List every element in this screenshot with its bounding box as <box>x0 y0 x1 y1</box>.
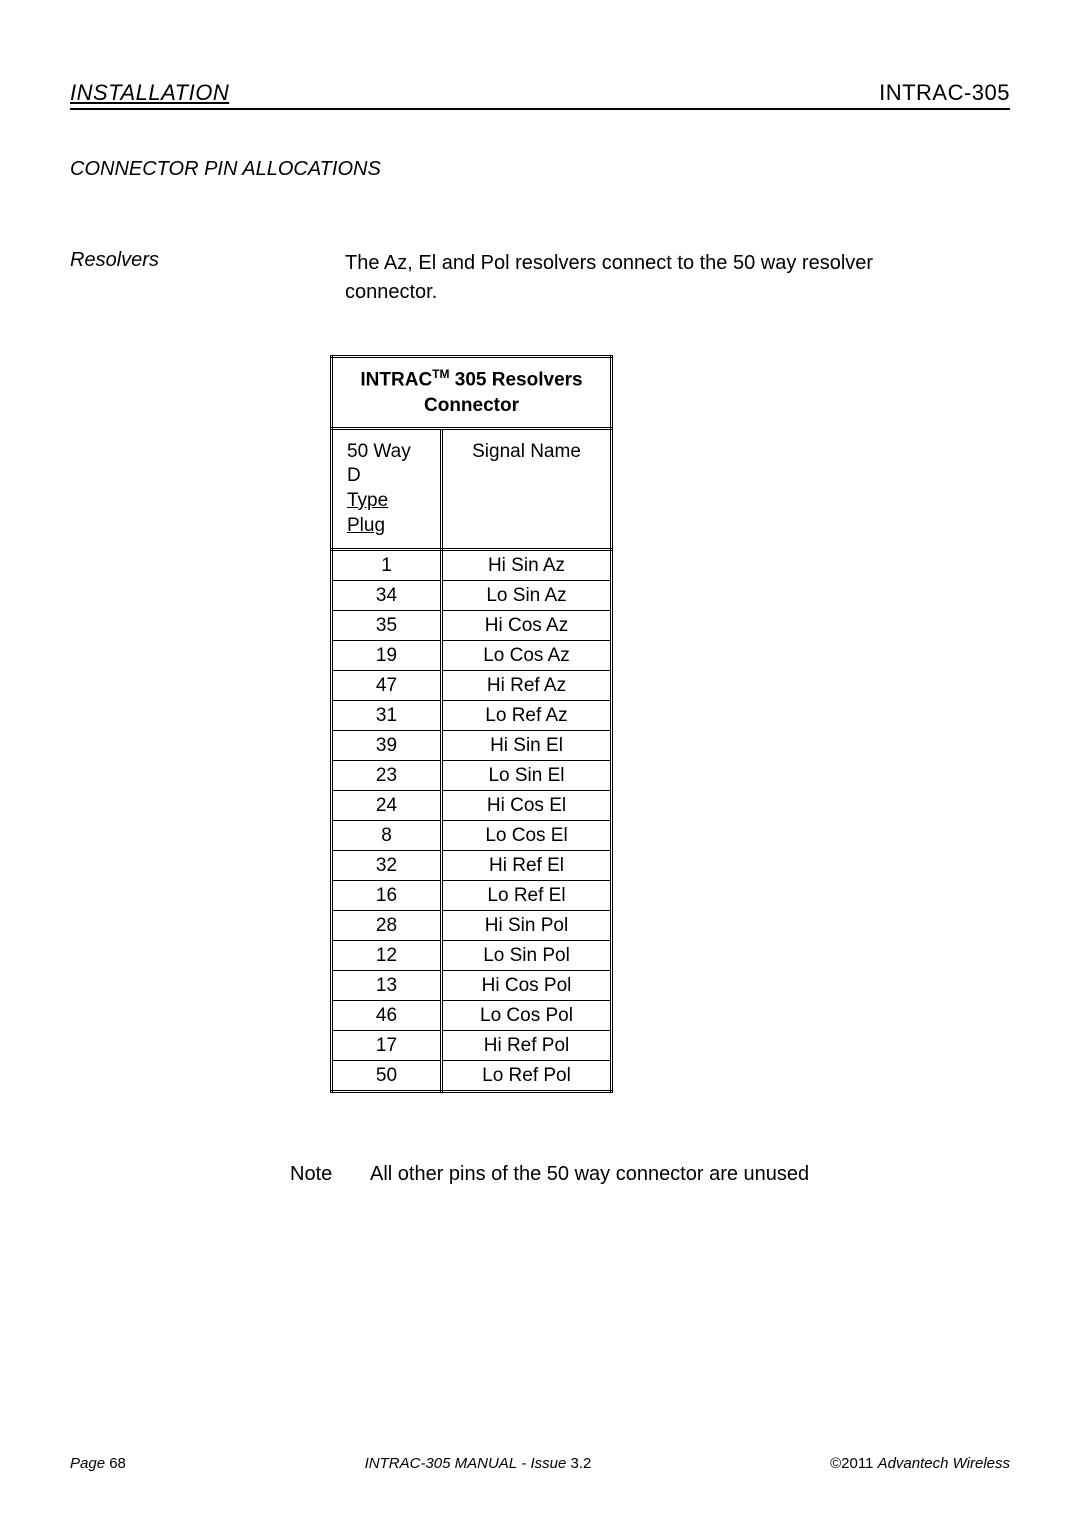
resolvers-block: Resolvers The Az, El and Pol resolvers c… <box>70 249 1010 307</box>
pin-cell: 1 <box>332 550 442 581</box>
table-row: 17Hi Ref Pol <box>332 1031 612 1061</box>
table-row: 39Hi Sin El <box>332 731 612 761</box>
table-row: 23Lo Sin El <box>332 761 612 791</box>
pin-cell: 31 <box>332 701 442 731</box>
signal-cell: Lo Cos El <box>442 821 612 851</box>
signal-cell: Lo Sin El <box>442 761 612 791</box>
note-text: All other pins of the 50 way connector a… <box>370 1163 809 1186</box>
pin-cell: 24 <box>332 791 442 821</box>
pin-cell: 35 <box>332 611 442 641</box>
signal-cell: Hi Sin El <box>442 731 612 761</box>
pin-cell: 32 <box>332 851 442 881</box>
signal-cell: Lo Ref El <box>442 881 612 911</box>
footer-page-number: 68 <box>109 1455 126 1472</box>
table-col2-header: Signal Name <box>442 428 612 550</box>
table-row: 46Lo Cos Pol <box>332 1001 612 1031</box>
pin-cell: 13 <box>332 971 442 1001</box>
header-right: INTRAC-305 <box>879 80 1010 106</box>
signal-cell: Hi Sin Az <box>442 550 612 581</box>
footer-page: Page 68 <box>70 1455 126 1472</box>
signal-cell: Hi Cos Az <box>442 611 612 641</box>
table-title-line2: Connector <box>424 395 519 416</box>
note-block: Note All other pins of the 50 way connec… <box>290 1163 1010 1186</box>
table-row: 19Lo Cos Az <box>332 641 612 671</box>
table-col1-header: 50 Way D Type Plug <box>332 428 442 550</box>
pin-cell: 17 <box>332 1031 442 1061</box>
header-left: INSTALLATION <box>70 80 229 106</box>
footer-copyright-symbol: ©2011 <box>830 1455 873 1472</box>
pin-cell: 28 <box>332 911 442 941</box>
pin-cell: 34 <box>332 581 442 611</box>
table-row: 24Hi Cos El <box>332 791 612 821</box>
table-row: 12Lo Sin Pol <box>332 941 612 971</box>
footer-issue-label: Issue <box>531 1455 567 1472</box>
signal-cell: Lo Ref Az <box>442 701 612 731</box>
table-col1-line1: 50 Way D <box>347 441 411 487</box>
footer-dash: - <box>517 1455 530 1472</box>
pin-cell: 23 <box>332 761 442 791</box>
signal-cell: Hi Ref Pol <box>442 1031 612 1061</box>
resolvers-text: The Az, El and Pol resolvers connect to … <box>345 249 965 307</box>
table-title-tm: TM <box>432 367 449 381</box>
table-row: 32Hi Ref El <box>332 851 612 881</box>
table-row: 47Hi Ref Az <box>332 671 612 701</box>
resolver-table-container: INTRACTM 305 Resolvers Connector 50 Way … <box>330 355 1010 1093</box>
pin-cell: 50 <box>332 1061 442 1092</box>
pin-cell: 19 <box>332 641 442 671</box>
signal-cell: Lo Cos Az <box>442 641 612 671</box>
table-row: 50Lo Ref Pol <box>332 1061 612 1092</box>
signal-cell: Hi Ref Az <box>442 671 612 701</box>
table-title-suffix: 305 Resolvers <box>450 369 583 390</box>
page-header: INSTALLATION INTRAC-305 <box>70 80 1010 110</box>
section-title: CONNECTOR PIN ALLOCATIONS <box>70 158 1010 181</box>
footer-copyright: ©2011 Advantech Wireless <box>830 1455 1010 1472</box>
table-col1-line2: Type Plug <box>347 490 388 536</box>
footer-company: Advantech Wireless <box>878 1455 1010 1472</box>
pin-cell: 8 <box>332 821 442 851</box>
pin-cell: 46 <box>332 1001 442 1031</box>
table-row: 34Lo Sin Az <box>332 581 612 611</box>
table-row: 16Lo Ref El <box>332 881 612 911</box>
signal-cell: Hi Sin Pol <box>442 911 612 941</box>
signal-cell: Lo Sin Pol <box>442 941 612 971</box>
signal-cell: Lo Ref Pol <box>442 1061 612 1092</box>
table-row: 1Hi Sin Az <box>332 550 612 581</box>
note-label: Note <box>290 1163 370 1186</box>
table-row: 28Hi Sin Pol <box>332 911 612 941</box>
page-footer: Page 68 INTRAC-305 MANUAL - Issue 3.2 ©2… <box>70 1455 1010 1472</box>
resolvers-label: Resolvers <box>70 249 345 272</box>
signal-cell: Lo Sin Az <box>442 581 612 611</box>
signal-cell: Hi Cos Pol <box>442 971 612 1001</box>
signal-cell: Hi Ref El <box>442 851 612 881</box>
table-row: 35Hi Cos Az <box>332 611 612 641</box>
signal-cell: Hi Cos El <box>442 791 612 821</box>
table-title-prefix: INTRAC <box>360 369 432 390</box>
signal-cell: Lo Cos Pol <box>442 1001 612 1031</box>
table-row: 31Lo Ref Az <box>332 701 612 731</box>
footer-manual-name: INTRAC-305 MANUAL <box>365 1455 518 1472</box>
footer-manual: INTRAC-305 MANUAL - Issue 3.2 <box>365 1455 592 1472</box>
pin-cell: 12 <box>332 941 442 971</box>
pin-cell: 16 <box>332 881 442 911</box>
pin-cell: 47 <box>332 671 442 701</box>
resolver-table: INTRACTM 305 Resolvers Connector 50 Way … <box>330 355 613 1093</box>
footer-page-label: Page <box>70 1455 105 1472</box>
table-row: 8Lo Cos El <box>332 821 612 851</box>
table-row: 13Hi Cos Pol <box>332 971 612 1001</box>
footer-issue-number: 3.2 <box>571 1455 592 1472</box>
pin-cell: 39 <box>332 731 442 761</box>
table-title: INTRACTM 305 Resolvers Connector <box>332 357 612 429</box>
